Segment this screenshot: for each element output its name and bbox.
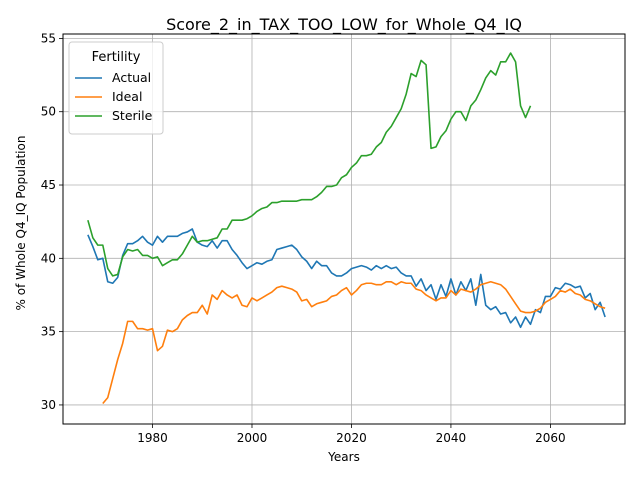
legend-label-sterile: Sterile — [112, 108, 153, 123]
plot-frame — [62, 33, 626, 425]
series-lines — [87, 52, 606, 404]
legend-label-ideal: Ideal — [112, 89, 142, 104]
x-tick-label: 1980 — [137, 431, 168, 445]
legend: Fertility Actual Ideal Sterile — [68, 41, 164, 135]
x-tick-label: 2000 — [237, 431, 268, 445]
y-tick-label: 55 — [41, 31, 56, 45]
x-tick-label: 2040 — [436, 431, 467, 445]
legend-title: Fertility — [92, 50, 141, 65]
legend-box — [68, 41, 164, 135]
series-line-actual — [87, 228, 606, 329]
y-tick-label: 35 — [41, 325, 56, 339]
series-line-ideal — [102, 280, 606, 404]
series-line-sterile — [87, 52, 532, 277]
y-tick-label: 50 — [41, 105, 56, 119]
y-axis-ticks: 30 35 40 45 50 55 — [41, 31, 63, 412]
x-axis-label: Years — [327, 450, 360, 464]
y-axis-label: % of Whole Q4_IQ Population — [14, 136, 28, 311]
legend-label-actual: Actual — [112, 70, 151, 85]
y-tick-label: 45 — [41, 178, 56, 192]
x-axis-ticks: 1980 2000 2020 2040 2060 — [137, 424, 566, 445]
chart-title: Score_2_in_TAX_TOO_LOW_for_Whole_Q4_IQ — [166, 15, 522, 35]
x-tick-label: 2060 — [535, 431, 566, 445]
y-tick-label: 30 — [41, 398, 56, 412]
x-tick-label: 2020 — [336, 431, 367, 445]
y-tick-label: 40 — [41, 251, 56, 265]
grid-lines — [63, 34, 625, 424]
